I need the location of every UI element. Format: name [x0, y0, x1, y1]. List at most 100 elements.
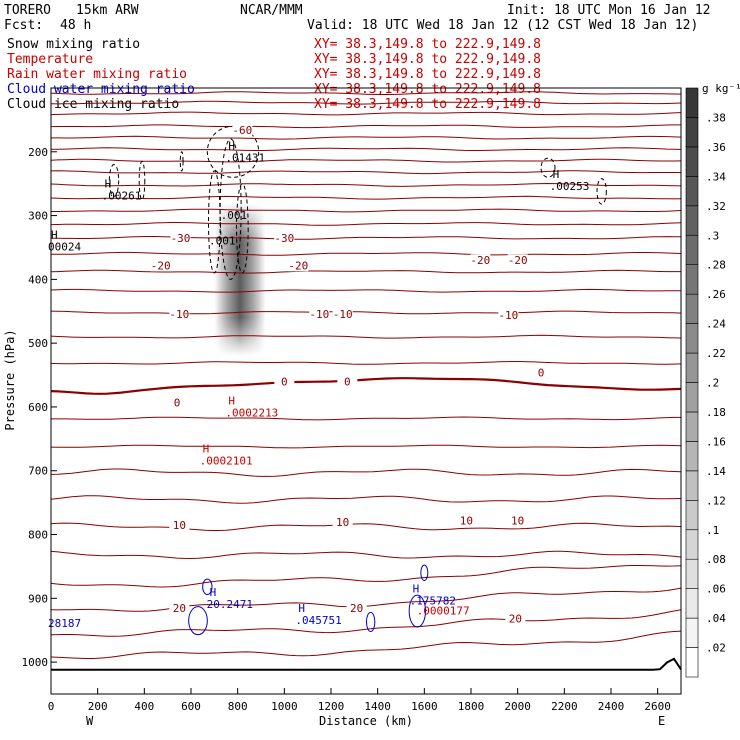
colorbar-tick-label: .36: [706, 141, 726, 154]
extremum-marker: H: [203, 442, 210, 455]
isotherm-line: [50, 310, 682, 315]
center-name: NCAR/MMM: [240, 3, 303, 18]
x-tick-label: 1400: [364, 700, 391, 713]
isotherm-line: [50, 630, 682, 659]
colorbar-tick-label: .1: [706, 524, 719, 537]
colorbar-swatch: [685, 323, 699, 354]
colorbar-tick-label: .26: [706, 288, 726, 301]
contour-label-bg: [169, 601, 190, 614]
contour-label: -10: [309, 308, 329, 321]
x-tick-label: 0: [48, 700, 55, 713]
colorbar-swatch: [685, 176, 699, 207]
x-tick-label: 800: [228, 700, 248, 713]
colorbar-tick-label: .14: [706, 465, 726, 478]
cloud-water-contour: [408, 594, 427, 628]
contour-label: -10: [498, 309, 518, 322]
extremum-marker: H: [51, 229, 58, 242]
colorbar-tick-label: .16: [706, 435, 726, 448]
contour-label: 10: [511, 514, 524, 527]
colorbar-tick-label: .34: [706, 170, 726, 183]
cloud-ice-contour: [596, 178, 607, 205]
contour-label-bg: [346, 601, 367, 614]
contour-label: -10: [169, 308, 189, 321]
contour-label-bg: [274, 375, 295, 388]
x-end-left: W: [86, 714, 94, 728]
x-tick-label: 1600: [411, 700, 438, 713]
colorbar-swatch: [685, 382, 699, 413]
model-resolution: 15km ARW: [76, 3, 139, 18]
isotherm-line: [50, 170, 682, 175]
isotherm-line: [50, 468, 682, 477]
colorbar-swatch: [685, 146, 699, 177]
contour-label: 0: [174, 396, 181, 409]
contour-label-bg: [507, 514, 528, 527]
field-xy: XY= 38.3,149.8 to 222.9,149.8: [314, 97, 541, 112]
extremum-value: .00253: [550, 180, 590, 193]
extremum-value: .001: [221, 209, 248, 222]
x-end-right: E: [658, 714, 665, 728]
contour-label: -30: [171, 232, 191, 245]
extremum-value: .0000177: [417, 604, 470, 617]
y-tick-label: 900: [28, 592, 48, 605]
isotherm-line: [50, 377, 682, 395]
field-xy: XY= 38.3,149.8 to 222.9,149.8: [314, 52, 541, 67]
colorbar-swatch: [685, 352, 699, 383]
contour-label: -30: [274, 232, 294, 245]
x-axis-label: Distance (km): [319, 714, 413, 728]
colorbar-tick-label: .08: [706, 553, 726, 566]
contour-label-bg: [498, 309, 519, 322]
cloud-ice-contour: [108, 164, 120, 197]
fcst-value: 48 h: [60, 18, 91, 33]
colorbar-swatch: [685, 293, 699, 324]
contour-label-bg: [456, 514, 477, 527]
extremum-marker: H: [228, 395, 235, 408]
colorbar-swatch: [685, 441, 699, 472]
contour-label-bg: [309, 307, 330, 320]
isotherm-line: [51, 251, 682, 256]
x-tick-label: 1000: [271, 700, 298, 713]
colorbar-swatch: [685, 529, 699, 560]
contour-label: 0: [281, 375, 288, 388]
x-tick-label: 2200: [551, 700, 578, 713]
contour-label-bg: [170, 231, 191, 244]
extremum-marker: H: [413, 583, 420, 596]
x-tick-label: 1800: [458, 700, 485, 713]
contour-label-bg: [337, 375, 358, 388]
extremum-value: 20.2471: [207, 598, 253, 611]
x-tick-label: 2400: [598, 700, 625, 713]
colorbar: .02 .04 .06 .08 .1 .12 .14 .16 .18 .2 .22 .24 .26 .28…: [685, 82, 740, 678]
colorbar-swatch: [685, 264, 699, 295]
field-name: Cloud ice mixing ratio: [7, 97, 179, 112]
isotherm-line: [50, 182, 682, 187]
cloud-ice-contour: [179, 151, 184, 172]
colorbar-tick-label: .32: [706, 200, 726, 213]
colorbar-tick-label: .24: [706, 318, 726, 331]
colorbar-swatch: [685, 470, 699, 501]
colorbar-tick-label: .38: [706, 111, 726, 124]
colorbar-tick-label: .12: [706, 494, 726, 507]
colorbar-units: g kg⁻¹: [702, 82, 740, 95]
contour-label-bg: [531, 366, 551, 379]
isotherm-line: [50, 195, 682, 200]
contour-label-bg: [332, 515, 353, 528]
cloud-water-contour: [188, 606, 208, 636]
contour-label-bg: [332, 307, 353, 320]
contour-label: 0: [344, 375, 351, 388]
y-tick-label: 500: [28, 337, 48, 350]
contour-label-bg: [505, 612, 526, 625]
field-name: Cloud water mixing ratio: [7, 82, 195, 97]
isotherm-line: [51, 208, 682, 213]
contour-label: -60: [232, 124, 252, 137]
plot-area: -60 -30 -30 -20 -20 -20 -20 -10 -10 -10 -10 0 0 0 0 10 1…: [48, 87, 682, 695]
colorbar-tick-label: .18: [706, 406, 726, 419]
isotherm-line: [51, 135, 682, 140]
colorbar-tick-label: .02: [706, 642, 726, 655]
field-name: Rain water mixing ratio: [7, 67, 187, 82]
isotherm-line: [50, 100, 682, 105]
isotherm-line: [50, 91, 682, 95]
field-xy: XY= 38.3,149.8 to 222.9,149.8: [314, 37, 541, 52]
contour-label: -10: [333, 308, 353, 321]
colorbar-swatch: [685, 87, 699, 118]
